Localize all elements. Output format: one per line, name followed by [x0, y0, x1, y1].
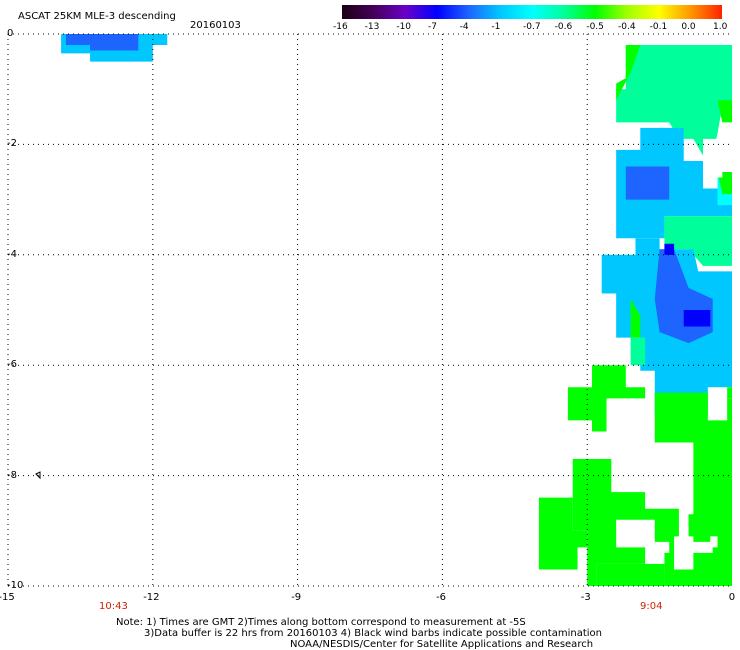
swath-patch [664, 216, 732, 266]
x-tick-label: -15 [0, 592, 15, 603]
swath-patch [625, 166, 670, 200]
map-date: 20160103 [190, 20, 241, 31]
swath-patch [630, 298, 641, 338]
y-tick-label: -6 [7, 359, 17, 371]
x-tick-label: -12 [143, 592, 160, 603]
swath-patch [596, 563, 665, 586]
swath-patch [616, 45, 641, 101]
colorbar-label: 0.0 [681, 22, 696, 32]
x-tick-label: -6 [436, 592, 446, 603]
colorbar-label: -1 [491, 22, 501, 32]
swath-patch [710, 536, 718, 548]
colorbar-label: -7 [428, 22, 437, 32]
swath-patch [616, 127, 732, 239]
swath-patch [664, 243, 675, 255]
colorbar [342, 5, 722, 19]
wind-barb-icon [35, 471, 41, 480]
colorbar-label: 1.0 [713, 22, 728, 32]
time-left: 10:43 [99, 601, 128, 612]
swath-patch [65, 34, 139, 51]
y-tick-label: -10 [7, 580, 24, 591]
swath-patch [674, 536, 694, 570]
colorbar-label: -13 [364, 22, 380, 32]
colorbar-label: -0.1 [649, 22, 668, 32]
swath-patch [630, 337, 646, 366]
colorbar-label: -0.4 [618, 22, 636, 32]
swath-patch [538, 497, 588, 570]
swath-patch [567, 365, 646, 432]
x-tick-label: -3 [580, 592, 591, 603]
note-line-2: 3)Data buffer is 22 hrs from 20160103 4)… [144, 628, 602, 639]
swath-patch [683, 310, 711, 327]
y-tick-label: 0 [7, 28, 14, 39]
swath-patch [616, 519, 655, 548]
y-tick-label: -8 [7, 469, 17, 481]
y-tick-label: -4 [7, 248, 17, 260]
colorbar-label: -4 [459, 22, 469, 32]
colorbar-label: -0.6 [554, 22, 573, 32]
swath-patch [616, 45, 732, 156]
colorbar-label: -10 [396, 22, 412, 32]
colorbar-label: -0.7 [523, 22, 541, 32]
swath-patch [688, 442, 732, 559]
map-title: ASCAT 25KM MLE-3 descending [18, 11, 176, 22]
note-line-3: NOAA/NESDIS/Center for Satellite Applica… [290, 639, 594, 650]
colorbar-label: -16 [333, 22, 348, 32]
swath-patch [717, 100, 732, 123]
y-tick-label: -2 [7, 138, 17, 150]
swath-patch [727, 387, 732, 399]
colorbar-label: -0.5 [586, 22, 604, 32]
swath-patch [654, 392, 732, 443]
x-tick-label: 0 [728, 592, 736, 603]
swath-patch [703, 138, 723, 178]
time-right: 9:04 [640, 601, 663, 612]
note-line-1: Note: 1) Times are GMT 2)Times along bot… [116, 617, 526, 628]
x-tick-label: -9 [291, 592, 302, 603]
